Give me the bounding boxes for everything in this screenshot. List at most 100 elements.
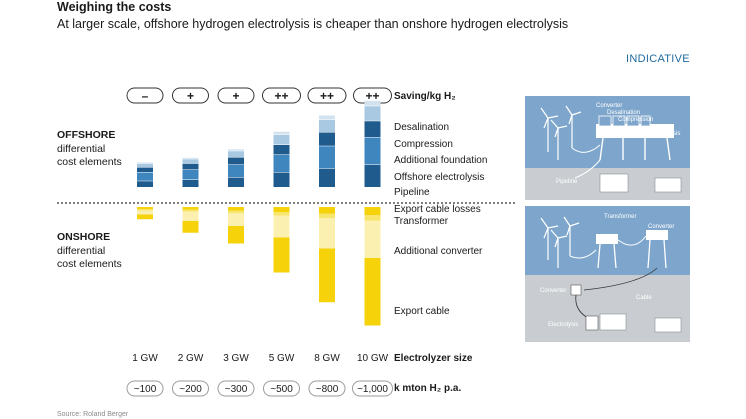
bar-offshore-offshore-electrolysis-4 [319,145,335,169]
bar-offshore-additional-foundation-0 [137,167,153,172]
cable-line-icon [571,144,601,153]
bar-offshore-compression-5 [364,105,381,121]
cable-line-icon-2 [569,249,597,259]
kmton-value-5: ~1,000 [357,384,388,395]
bar-onshore-transformer-5 [364,215,381,221]
series-label-onshore-0: Export cable losses [394,204,481,215]
bar-offshore-compression-1 [182,158,199,164]
bar-offshore-desalination-5 [364,100,381,106]
platform-deck-icon [596,124,674,138]
plant-building-icon [654,177,682,193]
platform-legs-icon [599,137,671,161]
kmton-pill-4 [308,380,346,397]
kmton-pill-5 [352,380,393,397]
saving-pill-4 [307,87,347,104]
page-subtitle: At larger scale, offshore hydrogen elect… [57,17,569,31]
pipeline-line-icon [574,159,601,179]
saving-row: – + + ++ ++ ++ [126,87,392,104]
onshore-illus-label-converter-land: Converter [540,288,566,294]
bar-onshore-additional-converter-1 [182,211,199,221]
converter-platform-icon [646,230,668,240]
kmton-value-2: ~300 [225,384,248,395]
bar-onshore-additional-converter-4 [319,218,335,249]
saving-value-1: + [187,89,194,103]
offshore-illustration: Converter Desalination Compression Elect… [525,96,690,200]
wind-turbine-icon [540,105,582,160]
bar-offshore-offshore-electrolysis-2 [228,164,244,177]
series-label-onshore-3: Export cable [394,306,450,317]
bar-onshore-transformer-4 [319,213,335,218]
converter-legs-icon [647,239,667,269]
bar-offshore-desalination-3 [273,131,290,135]
series-label-offshore-1: Offshore electrolysis [394,172,484,183]
kmton-pill-0 [126,380,164,397]
kmton-value-4: ~800 [316,384,339,395]
bar-onshore-export-cable-5 [364,258,381,326]
kmton-row: ~100 ~200 ~300 ~500 ~800 ~1,000 [126,380,393,397]
onshore-section-line1: differential [57,245,105,257]
bar-offshore-desalination-4 [319,115,335,120]
kmton-pill-1 [172,380,209,397]
bar-offshore-additional-foundation-1 [182,163,199,170]
bar-onshore-additional-converter-2 [228,213,244,226]
bar-offshore-additional-foundation-4 [319,132,335,146]
bar-offshore-additional-foundation-2 [228,157,244,165]
bar-onshore-export-cable-losses-0 [137,207,153,209]
source-note: Source: Roland Berger [57,411,129,418]
offshore-illus-label-desalination: Desalination [607,110,640,116]
series-label-offshore-4: Desalination [394,122,449,133]
kmton-value-3: ~500 [270,384,293,395]
export-cable-icon [583,267,658,291]
saving-row-label: Saving/kg H₂ [394,91,456,102]
series-label-onshore-2: Additional converter [394,246,483,257]
kmton-value-0: ~100 [134,384,157,395]
bar-onshore-additional-converter-0 [137,210,153,215]
onshore-illus-label-cable: Cable [636,295,652,301]
saving-value-4: ++ [320,89,334,103]
indicative-badge: INDICATIVE [626,53,690,65]
bar-onshore-additional-converter-3 [273,215,290,238]
bar-offshore-compression-2 [228,150,244,157]
bar-onshore-export-cable-losses-2 [228,207,244,211]
kmton-pill-2 [217,380,255,397]
size-label-1: 2 GW [178,353,204,364]
bar-offshore-desalination-0 [137,162,153,164]
onshore-illus-label-transformer: Transformer [604,214,636,220]
bar-onshore-export-cable-losses-5 [364,207,381,215]
kmton-pill-3 [263,380,300,397]
onshore-section-line2: cost elements [57,258,122,270]
bar-onshore-transformer-1 [182,209,199,212]
saving-pill-1 [172,87,209,104]
bar-onshore-export-cable-0 [137,214,153,220]
series-label-offshore-0: Pipeline [394,187,430,198]
bar-onshore-export-cable-losses-4 [319,207,335,214]
bar-offshore-pipeline-0 [137,180,153,187]
saving-value-3: ++ [274,89,288,103]
transformer-platform-icon [596,234,618,244]
series-label-onshore-1: Transformer [394,216,449,227]
kmton-row-label: k mton H₂ p.a. [394,383,461,394]
bar-offshore-pipeline-2 [228,177,244,187]
bar-offshore-compression-3 [273,134,290,145]
saving-value-5: ++ [365,89,379,103]
bar-offshore-compression-4 [319,119,335,132]
page-title: Weighing the costs [57,0,172,14]
bar-offshore-offshore-electrolysis-3 [273,154,290,172]
onshore-section-title: ONSHORE [57,231,110,243]
bar-offshore-compression-0 [137,163,153,167]
bar-offshore-pipeline-4 [319,168,335,187]
wind-turbine-icon-2 [540,216,580,268]
size-label-3: 5 GW [269,353,295,364]
onshore-plant-icon [654,317,682,333]
size-label-4: 8 GW [314,353,340,364]
onshore-illustration: Transformer Converter Converter Cable El… [525,206,690,342]
bars-group [137,99,381,326]
bar-offshore-desalination-1 [182,157,199,159]
bar-onshore-export-cable-2 [228,226,244,244]
bar-onshore-additional-converter-5 [364,220,381,258]
saving-pill-0 [126,87,164,104]
saving-pill-3 [262,87,301,104]
bar-onshore-export-cable-4 [319,248,335,303]
bar-onshore-transformer-0 [137,209,153,211]
